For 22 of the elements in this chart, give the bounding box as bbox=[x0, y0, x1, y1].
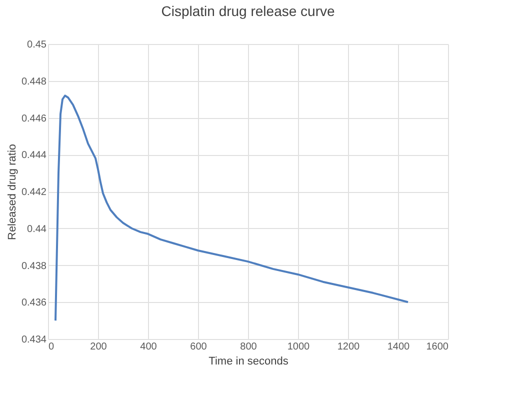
x-tick-label: 600 bbox=[190, 342, 208, 352]
x-tick-label: 1400 bbox=[387, 342, 410, 352]
y-tick-label: 0.45 bbox=[27, 40, 47, 50]
x-axis-title: Time in seconds bbox=[208, 356, 289, 368]
line-series bbox=[54, 94, 409, 322]
y-tick-label: 0.444 bbox=[21, 150, 47, 162]
x-tick-label: 800 bbox=[240, 342, 258, 352]
x-tick-label: 200 bbox=[90, 342, 108, 352]
chart-title: Cisplatin drug release curve bbox=[161, 3, 335, 19]
y-tick-label: 0.436 bbox=[21, 298, 47, 309]
x-tick-label: 400 bbox=[140, 342, 158, 352]
x-tick-label: 1600 bbox=[426, 342, 449, 352]
y-tick-label: 0.44 bbox=[27, 224, 47, 235]
y-tick-label: 0.448 bbox=[21, 76, 47, 88]
y-tick-label: 0.446 bbox=[21, 113, 47, 124]
x-tick-label: 0 bbox=[48, 342, 54, 352]
y-tick-label: 0.442 bbox=[21, 187, 47, 198]
y-axis-title: Released drug ratio bbox=[6, 144, 18, 240]
y-tick-label: 0.434 bbox=[21, 334, 47, 346]
y-tick-label: 0.438 bbox=[21, 260, 47, 272]
x-tick-label: 1000 bbox=[287, 342, 310, 352]
x-tick-label: 1200 bbox=[337, 342, 360, 352]
